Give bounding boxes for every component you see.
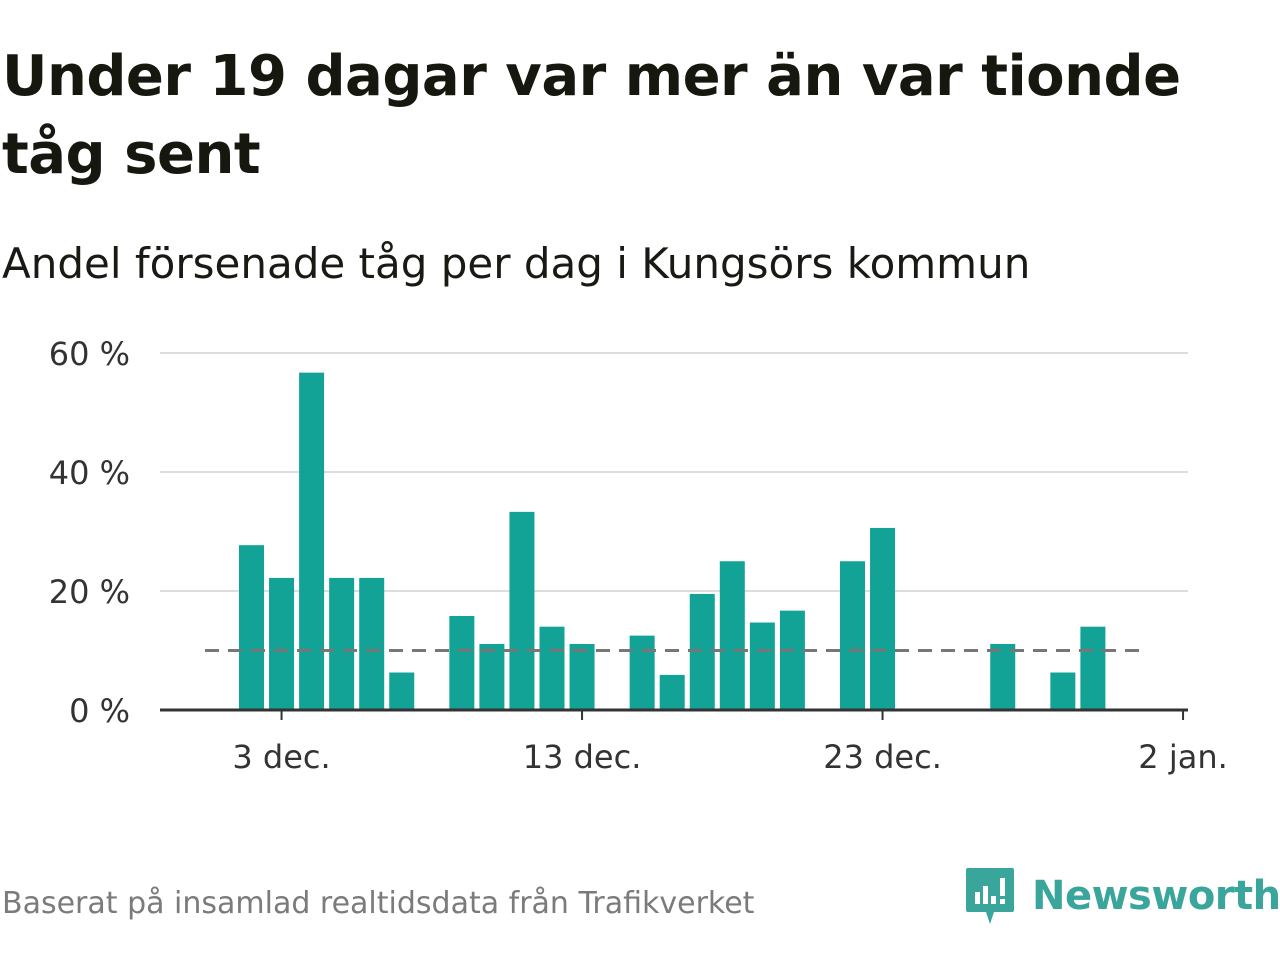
bar [539,626,565,710]
source-note: Baserat på insamlad realtidsdata från Tr… [2,886,755,921]
bar [329,577,355,710]
bar [749,622,775,710]
bar [629,635,655,710]
newsworthy-logo-icon [966,868,1014,924]
bar [509,511,535,710]
bar [389,672,415,710]
bar [239,545,264,710]
bar [840,561,865,710]
bar [719,561,745,710]
bar [569,643,595,710]
bar [659,674,685,710]
y-tick-label: 0 % [69,692,130,730]
x-tick-label: 2 jan. [1138,738,1227,776]
brand-name: Newsworthy [1032,873,1280,919]
chart-title: Under 19 dagar var mer än var tionde tåg… [2,44,1181,187]
bar [779,610,805,710]
bar [1080,626,1106,710]
bar [359,577,385,710]
bar [1050,672,1076,710]
bar [990,643,1016,710]
bar [870,527,896,710]
brand: Newsworthy [964,866,1280,926]
y-tick-label: 60 % [49,335,130,373]
x-tick-label: 13 dec. [523,738,642,776]
y-tick-label: 40 % [49,454,130,492]
bar [269,577,295,710]
bar-chart: 0 % 20 % 40 % 60 % 3 dec. 13 dec. 23 dec. 2 jan… [49,335,1228,776]
x-tick-label: 23 dec. [823,738,942,776]
y-tick-label: 20 % [49,573,130,611]
bar [299,372,325,710]
x-tick-label: 3 dec. [232,738,330,776]
bar [479,643,505,710]
chart-subtitle: Andel försenade tåg per dag i Kungsörs k… [2,239,1031,288]
bar [449,615,475,710]
